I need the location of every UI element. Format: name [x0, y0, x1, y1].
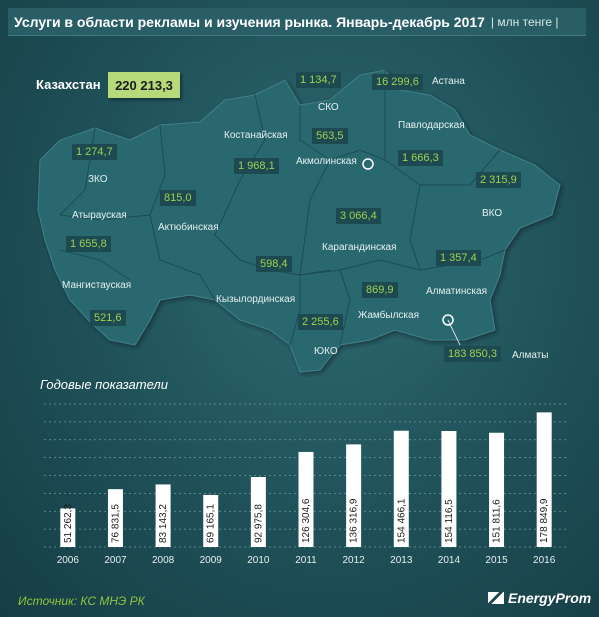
region-label-mangistau: Мангистауская [62, 280, 132, 291]
total-value-box: 220 213,3 [108, 72, 180, 98]
region-annotations: СКО 1 134,7 Астана 16 299,6 Костанайская… [62, 72, 549, 362]
region-label-zhambyl: Жамбылская [358, 310, 419, 321]
astana-marker [362, 158, 374, 170]
region-value-sko: 1 134,7 [296, 72, 341, 88]
region-value-almaty-city: 183 850,3 [444, 346, 501, 362]
region-value-kyzylorda: 598,4 [256, 256, 292, 272]
category-label-2010: 2010 [247, 555, 270, 566]
region-value-karaganda: 3 066,4 [336, 208, 381, 224]
total-label: Казахстан [36, 77, 101, 92]
bar-value-label-2013: 154 466,1 [396, 498, 407, 543]
category-label-2015: 2015 [485, 555, 508, 566]
bar-value-label-2008: 83 143,2 [158, 504, 169, 543]
region-value-kostanay: 1 968,1 [234, 158, 279, 174]
bar-value-label-2010: 92 975,8 [253, 504, 264, 543]
bar-2006 [60, 508, 76, 547]
bar-value-label-2006: 51 262,3 [63, 504, 74, 543]
region-value-pavlodar: 1 666,3 [398, 150, 443, 166]
logo-text: EnergyProm [508, 590, 592, 606]
bar-2010 [250, 477, 266, 547]
bar-2011 [298, 451, 314, 547]
region-label-atyrau: Атырауская [72, 210, 127, 221]
region-value-vko: 2 315,9 [476, 172, 521, 188]
almaty-marker [442, 314, 454, 326]
category-label-2016: 2016 [533, 555, 556, 566]
bar-2013 [393, 430, 409, 547]
bar-value-label-2014: 154 116,5 [444, 499, 455, 543]
region-label-akmola: Акмолинская [296, 156, 357, 167]
region-label-pavlodar: Павлодарская [398, 120, 465, 131]
region-label-vko: ВКО [482, 208, 503, 219]
page-title: Услуги в области рекламы и изучения рынк… [14, 13, 485, 30]
region-label-zko: ЗКО [88, 174, 108, 185]
bar-2008 [155, 484, 171, 547]
region-value-zhambyl: 869,9 [362, 282, 398, 298]
category-label-2013: 2013 [390, 555, 413, 566]
region-value-zko: 1 274,7 [72, 144, 117, 160]
region-borders [59, 70, 506, 346]
bar-2015 [489, 432, 505, 547]
category-label-2008: 2008 [152, 555, 175, 566]
bar-2014 [441, 431, 457, 547]
region-value-yuko: 2 255,6 [298, 314, 343, 330]
bar-2016 [536, 412, 552, 547]
category-label-2007: 2007 [104, 555, 127, 566]
region-label-kostanay: Костанайская [224, 130, 288, 141]
region-label-kyzylorda: Кызылординская [216, 294, 296, 305]
unit-label: | млн тенге | [490, 14, 559, 29]
category-label-2012: 2012 [343, 555, 366, 566]
energyprom-logo: EnergyProm [488, 590, 591, 606]
bar-value-label-2007: 76 831,5 [110, 504, 121, 543]
bar-value-label-2015: 151 811,6 [492, 499, 503, 543]
chart-title: Годовые показатели [40, 377, 168, 392]
region-value-mangistau: 521,6 [90, 310, 126, 326]
region-label-almaty-obl: Алматинская [426, 286, 487, 297]
category-label-2009: 2009 [200, 555, 223, 566]
region-label-almaty-city: Алматы [512, 350, 549, 361]
category-label-2006: 2006 [57, 555, 80, 566]
annual-bar-chart: 51 262,3 2006 76 831,5 2007 83 143,2 2008 69 1… [44, 403, 568, 566]
region-value-atyrau: 1 655,8 [66, 236, 111, 252]
region-value-astana: 16 299,6 [372, 74, 423, 90]
region-value-akmola: 563,5 [312, 128, 348, 144]
region-value-aktobe: 815,0 [160, 190, 196, 206]
bar-2009 [203, 494, 219, 547]
logo-icon [488, 592, 504, 604]
kazakhstan-map [37, 69, 561, 373]
bar-value-label-2012: 136 316,9 [349, 498, 360, 543]
category-label-2011: 2011 [295, 555, 317, 566]
title-bar: Услуги в области рекламы и изучения рынк… [8, 8, 586, 36]
bar-value-label-2009: 69 165,1 [206, 504, 217, 543]
category-label-2014: 2014 [438, 555, 461, 566]
bar-value-label-2016: 178 849,9 [539, 498, 550, 543]
region-label-aktobe: Актюбинская [158, 222, 219, 233]
region-label-karaganda: Карагандинская [322, 242, 397, 253]
bar-2012 [346, 444, 362, 547]
bar-value-label-2011: 126 304,6 [301, 498, 312, 543]
map-outline [37, 69, 561, 373]
source-note: Источник: КС МНЭ РК [18, 594, 145, 608]
region-label-sko: СКО [318, 102, 339, 113]
region-label-astana: Астана [432, 76, 465, 87]
region-label-yuko: ЮКО [314, 346, 338, 357]
bar-2007 [107, 489, 123, 547]
region-value-almaty-obl: 1 357,4 [436, 250, 481, 266]
